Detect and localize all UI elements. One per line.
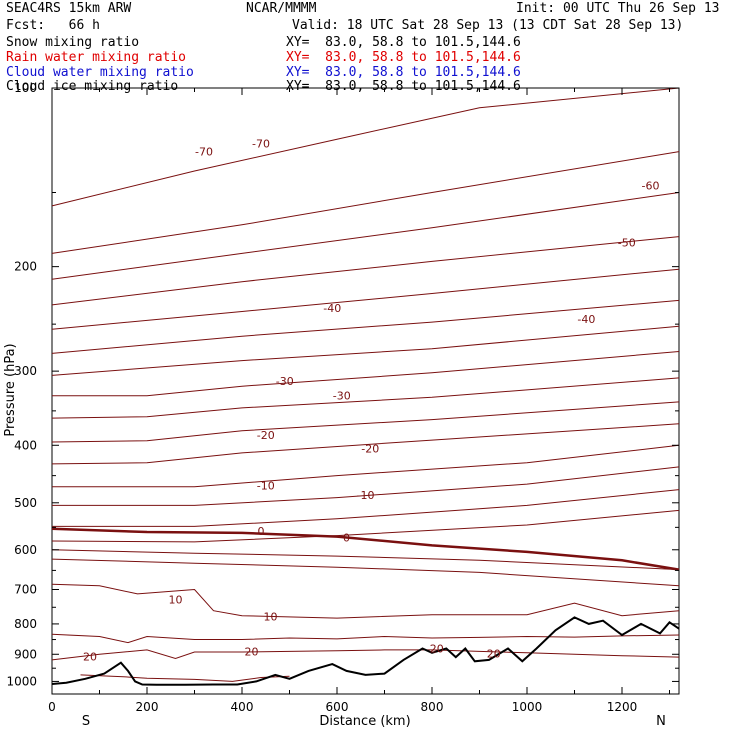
- isotherm-line: [51, 649, 680, 661]
- y-tick-label: 400: [14, 438, 37, 452]
- x-end-label-south: S: [82, 714, 90, 729]
- isotherm-line: [51, 549, 680, 571]
- x-tick-label: 800: [421, 700, 444, 714]
- terrain-line: [51, 616, 680, 686]
- isotherm-line: [51, 423, 680, 465]
- isotherm-line: [52, 466, 680, 506]
- contour-label: 20: [83, 651, 97, 664]
- contour-label: 10: [264, 611, 278, 624]
- isotherm-line: [51, 268, 680, 330]
- y-tick-label: 700: [14, 583, 37, 597]
- isotherm-line: [51, 151, 680, 254]
- field-snow-name: Snow mixing ratio: [6, 35, 140, 50]
- contour-label: -50: [618, 236, 636, 249]
- y-tick-label: 300: [14, 364, 37, 378]
- y-tick-label: 800: [14, 617, 37, 631]
- isotherm-line: [51, 558, 680, 587]
- isotherm-line: [51, 401, 680, 443]
- field-cloud-ice-xy: XY= 83.0, 58.8 to 101.5,144.6: [286, 79, 521, 94]
- field-snow-xy: XY= 83.0, 58.8 to 101.5,144.6: [286, 35, 521, 50]
- x-tick-label: 0: [48, 700, 56, 714]
- y-axis-label: Pressure (hPa): [3, 343, 18, 436]
- x-tick-label: 1000: [512, 700, 543, 714]
- contour-label: -30: [333, 390, 351, 403]
- isotherm-line: [51, 633, 680, 644]
- x-tick-label: 200: [136, 700, 159, 714]
- contour-label: 20: [487, 648, 501, 661]
- y-tick-label: 500: [14, 496, 37, 510]
- isotherm-line: [52, 351, 680, 397]
- contour-label: -40: [577, 313, 595, 326]
- contour-label: -10: [357, 489, 375, 502]
- isotherm-line: [51, 377, 680, 419]
- y-tick-label: 200: [14, 260, 37, 274]
- field-rain-name: Rain water mixing ratio: [6, 50, 187, 65]
- isotherm-line: [80, 674, 290, 682]
- contour-label: 20: [245, 645, 259, 658]
- y-tick-label: 100: [14, 81, 37, 95]
- isotherm-line: [51, 87, 680, 207]
- contour-label: -70: [252, 137, 270, 150]
- valid-time: Valid: 18 UTC Sat 28 Sep 13 (13 CDT Sat …: [292, 18, 684, 33]
- field-rain-xy: XY= 83.0, 58.8 to 101.5,144.6: [286, 50, 521, 65]
- contour-label: -40: [323, 302, 341, 315]
- center-title: NCAR/MMMM: [246, 1, 317, 16]
- contour-label: 10: [169, 594, 183, 607]
- contour-labels: -70 -70 -60 -50 -40 -40 -30 -30 -20 -20 -10 -10 0 0 10…: [83, 137, 659, 663]
- plot-frame: [51, 87, 680, 695]
- y-tick-label: 900: [14, 647, 37, 661]
- contour-label: 0: [258, 525, 265, 538]
- isotherm-line: [51, 236, 680, 306]
- contour-label: -70: [195, 146, 213, 159]
- contour-label: -20: [361, 442, 379, 455]
- field-cloud-water-xy: XY= 83.0, 58.8 to 101.5,144.6: [286, 65, 521, 80]
- contour-label: 0: [343, 531, 350, 544]
- isotherm-line: [51, 299, 680, 354]
- isotherm-line: [52, 489, 680, 527]
- isotherm-line: [51, 192, 680, 280]
- isotherm-line: [51, 325, 680, 376]
- forecast-hour: Fcst: 66 h: [6, 18, 100, 33]
- isotherm-line: [52, 444, 680, 488]
- x-tick-label: 600: [326, 700, 349, 714]
- x-axis-label: Distance (km): [319, 714, 410, 729]
- field-cloud-ice-name: Cloud ice mixing ratio: [6, 79, 179, 94]
- contour-label: 20: [430, 642, 444, 655]
- x-end-label-north: N: [656, 714, 666, 729]
- contour-label: -60: [642, 180, 660, 193]
- isotherm-line: [51, 527, 680, 571]
- isotherm-contours: [51, 87, 680, 682]
- x-tick-label: 1200: [607, 700, 638, 714]
- contour-label: -30: [276, 375, 294, 388]
- x-tick-label: 400: [231, 700, 254, 714]
- contour-label: -10: [257, 480, 275, 493]
- isotherm-line: [51, 583, 680, 619]
- terrain-profile: [51, 616, 680, 686]
- y-tick-label: 600: [14, 543, 37, 557]
- field-cloud-water-name: Cloud water mixing ratio: [6, 65, 194, 80]
- contour-label: -20: [257, 429, 275, 442]
- init-time: Init: 00 UTC Thu 26 Sep 13: [516, 1, 720, 16]
- model-title: SEAC4RS 15km ARW: [6, 1, 132, 16]
- y-tick-label: 1000: [6, 674, 37, 688]
